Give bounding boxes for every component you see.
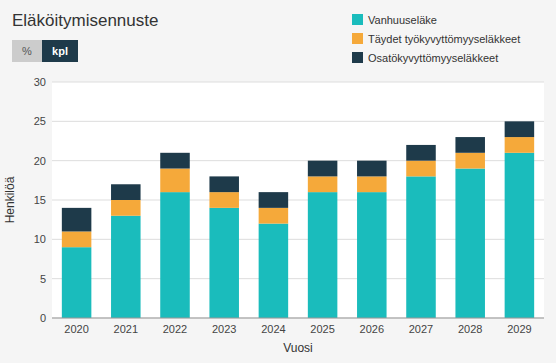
bars [62,121,534,318]
title: Eläköitymisennuste [12,11,158,30]
bar-segment [62,231,92,247]
bar-segment [406,145,436,161]
bar-segment [160,153,190,169]
x-tick-label: 2021 [114,323,138,335]
bar-segment [505,153,535,318]
bar-segment [406,161,436,177]
bar-segment [62,247,92,318]
x-tick-label: 2025 [310,323,334,335]
chart: Eläköitymisennuste%kpl051015202530202020… [0,0,556,363]
bar-segment [111,184,141,200]
toggle-button [42,40,78,62]
x-axis-line [52,318,544,319]
x-tick-label: 2028 [458,323,482,335]
y-tick-label: 0 [40,312,46,324]
bar-segment [406,176,436,318]
bar-segment [357,176,387,192]
bar-segment [111,216,141,318]
bar-segment [111,200,141,216]
grid-line [52,318,544,319]
bar-segment [259,224,289,318]
toggle-button [12,40,42,62]
bar-segment [209,192,239,208]
legend-swatch [352,52,363,63]
x-tick-label: 2026 [360,323,384,335]
grid-line [52,121,544,122]
bar-segment [505,121,535,137]
legend-label: Osatökyvyttömyyseläkkeet [368,52,498,64]
bar-segment [209,208,239,318]
legend-swatch [352,33,363,44]
y-axis-label: Henkilöä [3,176,17,223]
legend-swatch [352,14,363,25]
x-tick-label: 2020 [64,323,88,335]
bar-segment [455,169,485,318]
bar-segment [308,176,338,192]
bar-segment [209,176,239,192]
y-tick-label: 30 [34,76,46,88]
y-tick-label: 10 [34,233,46,245]
button-label: % [22,45,32,57]
bar-segment [455,137,485,153]
bar-segment [160,169,190,193]
bar-segment [505,137,535,153]
y-tick-label: 20 [34,155,46,167]
x-tick-label: 2022 [163,323,187,335]
bar-segment [259,192,289,208]
background [0,0,556,363]
y-tick-label: 25 [34,115,46,127]
plot-area [52,82,544,318]
bar-segment [308,161,338,177]
bar-segment [160,192,190,318]
bar-segment [62,208,92,232]
bar-segment [308,192,338,318]
bar-segment [357,192,387,318]
x-tick-label: 2027 [409,323,433,335]
x-axis-label: Vuosi [283,341,313,355]
legend-label: Täydet työkyvyttömyyseläkkeet [368,33,520,45]
x-tick-label: 2024 [261,323,285,335]
button-label: kpl [52,45,68,57]
y-tick-label: 5 [40,273,46,285]
bar-segment [455,153,485,169]
legend-label: Vanhuuseläke [368,14,437,26]
bar-segment [259,208,289,224]
grid-line [52,82,544,83]
bar-segment [357,161,387,177]
x-tick-label: 2023 [212,323,236,335]
y-tick-label: 15 [34,194,46,206]
x-tick-label: 2029 [507,323,531,335]
